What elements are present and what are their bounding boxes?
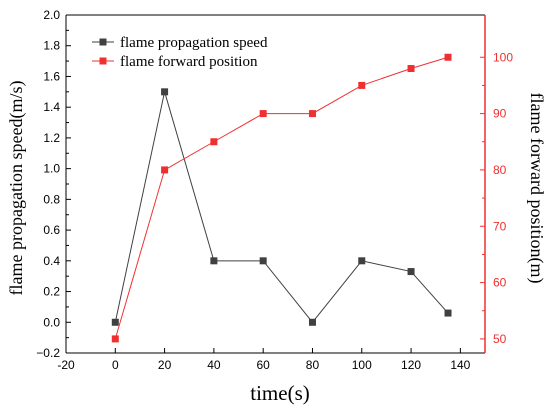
x-axis-title: time(s): [250, 381, 309, 405]
data-point: [444, 309, 452, 317]
data-point: [308, 110, 316, 118]
left-y-tick-label: 1.0: [43, 162, 60, 176]
left-y-tick-label: 0.2: [43, 285, 60, 299]
data-point: [210, 257, 218, 265]
right-y-tick-label: 70: [493, 219, 507, 233]
data-point: [358, 257, 366, 265]
legend-label: flame propagation speed: [120, 35, 268, 51]
right-y-tick-label: 90: [493, 107, 507, 121]
left-y-tick-label: 2.0: [43, 8, 60, 22]
left-y-tick-label: 0.8: [43, 192, 60, 206]
data-point: [308, 318, 316, 326]
left-y-tick-label: 1.8: [43, 39, 60, 53]
legend-item: flame propagation speed: [92, 35, 268, 51]
right-y-tick-label: 80: [493, 163, 507, 177]
data-point: [444, 53, 452, 61]
legend-label: flame forward position: [120, 54, 258, 70]
left-y-tick-label: 0.4: [43, 254, 60, 268]
right-y-tick-label: 60: [493, 276, 507, 290]
data-point: [358, 81, 366, 89]
series-forward-position: [111, 53, 452, 343]
legend-marker: [99, 38, 107, 46]
series-propagation-speed: [111, 88, 452, 326]
legend: flame propagation speed flame forward pos…: [92, 35, 268, 70]
series-layer: [111, 53, 452, 343]
left-y-tick-label: 0.0: [43, 315, 60, 329]
x-tick-label: 120: [401, 358, 421, 372]
series-line: [114, 91, 449, 324]
right-y-axis-title: flame forward position(m): [526, 93, 547, 284]
left-y-tick-label: 1.2: [43, 131, 60, 145]
data-point: [111, 335, 119, 343]
data-point: [407, 65, 415, 73]
x-tick-label: 140: [450, 358, 470, 372]
x-tick-label: 60: [256, 358, 270, 372]
left-y-tick-label: 1.4: [43, 100, 60, 114]
series-line: [114, 56, 449, 340]
data-point: [259, 110, 267, 118]
x-tick-label: 0: [112, 358, 119, 372]
data-point: [259, 257, 267, 265]
right-y-tick-label: 100: [493, 50, 513, 64]
x-tick-label: -20: [57, 358, 75, 372]
data-point: [161, 88, 169, 96]
x-tick-label: 20: [158, 358, 172, 372]
left-y-tick-label: 0.6: [43, 223, 60, 237]
legend-marker: [99, 57, 107, 65]
data-point: [210, 138, 218, 146]
legend-item: flame forward position: [92, 54, 258, 70]
x-tick-label: 80: [306, 358, 320, 372]
left-y-tick-label: 1.6: [43, 69, 60, 83]
axes: -20 0 20 40 60 80 100 120 140 −0.2 0.0 0.2 0.4 0.6 0.8…: [36, 8, 513, 372]
left-y-tick-label: −0.2: [36, 346, 60, 360]
data-point: [111, 318, 119, 326]
data-point: [161, 166, 169, 174]
x-tick-label: 100: [352, 358, 372, 372]
left-y-axis-title: flame propagation speed(m/s): [6, 81, 27, 296]
data-point: [407, 268, 415, 276]
right-y-tick-label: 50: [493, 332, 507, 346]
x-tick-label: 40: [207, 358, 221, 372]
